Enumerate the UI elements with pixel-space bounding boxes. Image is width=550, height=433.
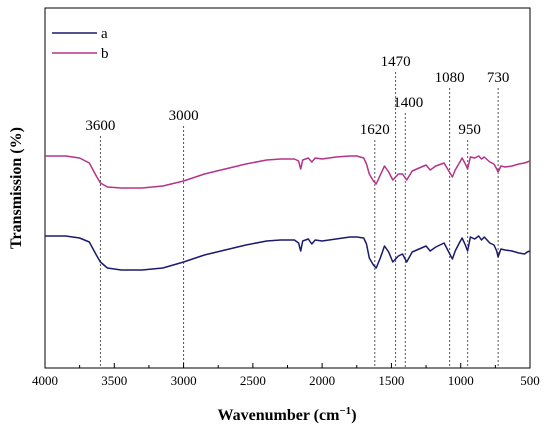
annotation-label-3000: 3000: [169, 108, 199, 124]
annotation-label-1400: 1400: [393, 95, 423, 111]
annotation-label-1620: 1620: [360, 122, 390, 138]
x-axis-title-sup: −1: [339, 405, 351, 417]
legend-label-a: a: [101, 26, 108, 42]
x-tick-label-1000: 1000: [448, 373, 474, 388]
x-tick-label-1500: 1500: [378, 373, 404, 388]
annotation-label-950: 950: [458, 122, 481, 138]
annotation-label-1080: 1080: [435, 70, 465, 86]
annotation-guides: 3600 3000 1620 1470 1400 1080 950 730: [85, 54, 509, 368]
y-axis-title: Transmission (%): [8, 127, 25, 249]
x-tick-label-3500: 3500: [101, 373, 127, 388]
x-axis-title: Wavenumber (cm−1): [217, 405, 356, 424]
x-tick-label-2000: 2000: [309, 373, 335, 388]
series-line-b: [45, 155, 531, 189]
legend-label-b: b: [101, 46, 109, 62]
series-line-a: [45, 235, 531, 271]
x-tick-label-4000: 4000: [32, 373, 58, 388]
x-tick-label-3000: 3000: [171, 373, 197, 388]
annotation-label-3600: 3600: [85, 118, 115, 134]
series-layer: [45, 155, 531, 271]
annotation-label-730: 730: [487, 70, 510, 86]
x-axis-ticks: 4000 3500 3000 2500 2000 1500 1000 500: [32, 363, 540, 388]
legend: a b: [52, 26, 109, 62]
x-tick-label-2500: 2500: [240, 373, 266, 388]
annotation-label-1470: 1470: [381, 54, 411, 70]
x-tick-label-500: 500: [520, 373, 540, 388]
